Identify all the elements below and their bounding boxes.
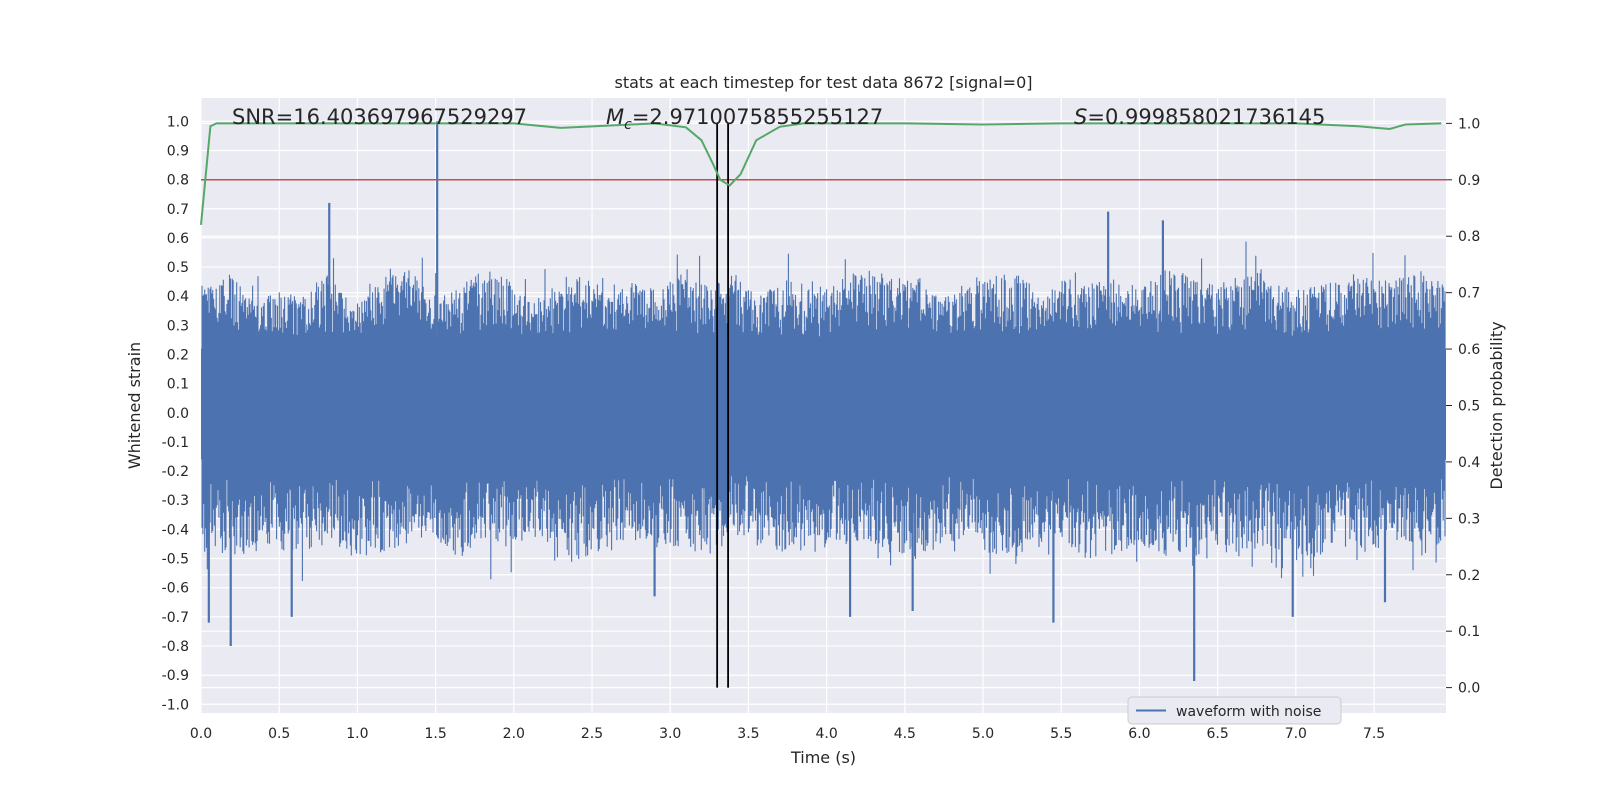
s-annotation: S=0.999858021736145 (1074, 105, 1325, 129)
y-tick-label: 1.0 (167, 114, 189, 130)
legend-label: waveform with noise (1176, 704, 1321, 720)
y-tick-label: -0.3 (162, 493, 189, 509)
mc-subscript: c (624, 117, 632, 133)
x-tick-label: 6.0 (1128, 726, 1150, 742)
x-tick-label: 1.5 (424, 726, 446, 742)
x-tick-label: 1.0 (346, 726, 368, 742)
waveform-series (201, 121, 1446, 681)
y-tick-label: -0.6 (162, 581, 189, 597)
y-tick-label: 0.5 (167, 260, 189, 276)
chart-title: stats at each timestep for test data 867… (614, 73, 1032, 92)
y2-tick-label: 0.3 (1458, 511, 1480, 527)
y2-tick-label: 0.2 (1458, 568, 1480, 584)
y2-tick-label: 0.4 (1458, 455, 1480, 471)
x-tick-label: 2.5 (581, 726, 603, 742)
y-tick-label: 0.4 (167, 289, 189, 305)
x-tick-label: 5.0 (972, 726, 994, 742)
x-tick-label: 4.5 (894, 726, 916, 742)
y2-tick-label: 0.0 (1458, 681, 1480, 697)
y-tick-label: 0.7 (167, 202, 189, 218)
chirp-mass-annotation: Mc=2.9710075855255127 (606, 105, 883, 133)
y2-tick-label: 0.1 (1458, 624, 1480, 640)
y-tick-label: -0.8 (162, 639, 189, 655)
y-tick-label: 0.9 (167, 143, 189, 159)
s-symbol: S (1074, 105, 1087, 129)
y-tick-label: 0.8 (167, 173, 189, 189)
y-tick-label: -0.9 (162, 668, 189, 684)
x-tick-label: 7.5 (1363, 726, 1385, 742)
overlay-layer (200, 122, 1446, 688)
y-tick-label: 0.0 (167, 406, 189, 422)
y-tick-label: 0.3 (167, 318, 189, 334)
legend: waveform with noise (1127, 696, 1342, 725)
mc-value: =2.9710075855255127 (632, 105, 883, 129)
x-tick-label: 4.0 (815, 726, 837, 742)
y-axis-label: Whitened strain (125, 342, 144, 469)
x-tick-label: 3.5 (737, 726, 759, 742)
y2-tick-label: 0.5 (1458, 399, 1480, 415)
y-tick-label: -0.2 (162, 464, 189, 480)
y2-tick-label: 1.0 (1458, 116, 1480, 132)
y-tick-label: 0.6 (167, 231, 189, 247)
x-tick-label: 0.0 (190, 726, 212, 742)
x-tick-label: 0.5 (268, 726, 290, 742)
x-tick-label: 3.0 (659, 726, 681, 742)
y-tick-label: -0.1 (162, 435, 189, 451)
legend-box (1127, 696, 1342, 725)
mc-symbol: M (606, 105, 624, 129)
y2-tick-label: 0.6 (1458, 342, 1480, 358)
y-tick-label: -0.7 (162, 610, 189, 626)
y2-tick-label: 0.7 (1458, 286, 1480, 302)
probability-line (200, 122, 1442, 225)
x-tick-label: 2.0 (503, 726, 525, 742)
x-axis-label: Time (s) (790, 748, 856, 767)
axes: 0.0 0.5 1.0 1.5 2.0 2.5 3.0 3.5 4.0 4.5 5.0 5.5 6.0 6… (162, 114, 1481, 742)
y-tick-label: -0.4 (162, 522, 189, 538)
waveform-trace (201, 241, 1446, 581)
y2-axis-label: Detection probability (1487, 321, 1506, 489)
y2-tick-label: 0.9 (1458, 173, 1480, 189)
s-value: =0.999858021736145 (1087, 105, 1325, 129)
x-tick-label: 6.5 (1207, 726, 1229, 742)
y-tick-label: 0.1 (167, 377, 189, 393)
y2-tick-label: 0.8 (1458, 229, 1480, 245)
x-tick-label: 7.0 (1285, 726, 1307, 742)
snr-annotation: SNR=16.403697967529297 (232, 105, 527, 129)
y-tick-label: -1.0 (162, 697, 189, 713)
y-tick-label: 0.2 (167, 347, 189, 363)
x-tick-label: 5.5 (1050, 726, 1072, 742)
y-tick-label: -0.5 (162, 552, 189, 568)
